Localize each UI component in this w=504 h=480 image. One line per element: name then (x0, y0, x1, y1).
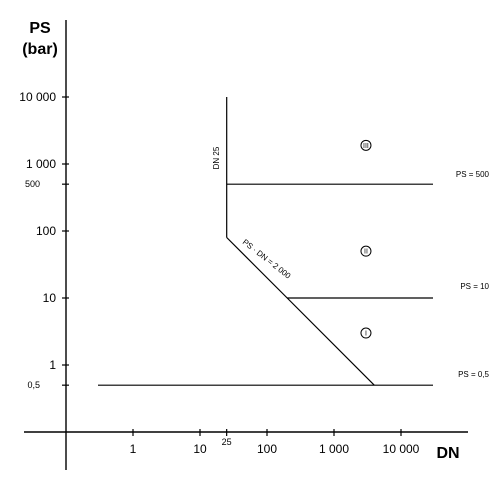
x-tick-label-1000: 1 000 (319, 442, 349, 456)
x-tick-label-25: 25 (222, 437, 232, 447)
curves (98, 97, 433, 386)
y-tick-label-0-5: 0,5 (27, 380, 40, 390)
series-line-1 (226, 237, 375, 386)
y-tick-label-10000: 10 000 (19, 90, 56, 104)
y-tick-label-10: 10 (43, 291, 57, 305)
axes (24, 20, 468, 470)
y-tick-label-100: 100 (36, 224, 56, 238)
labels: 0,5 1 10 100 500 1 000 10 000 1 10 25 100 1 000 10 0… (19, 90, 489, 456)
x-tick-label-100: 100 (257, 442, 277, 456)
y-axis-title: PS (29, 20, 51, 37)
x-tick-label-10000: 10 000 (383, 442, 420, 456)
series-label-0: DN 25 (212, 146, 221, 169)
region-marker-i (360, 327, 372, 339)
region-marker-ii (360, 245, 372, 257)
region-label-iii: III (363, 143, 369, 150)
y-axis-unit: (bar) (22, 41, 58, 58)
x-tick-label-10: 10 (193, 442, 207, 456)
y-tick-label-1000: 1 000 (26, 157, 56, 171)
y-tick-label-500: 500 (25, 179, 40, 189)
region-label-ii: II (364, 249, 368, 256)
series-label-3: PS = 10 (460, 282, 489, 291)
y-tick-label-1: 1 (49, 358, 56, 372)
x-axis-title: DN (436, 445, 459, 462)
ticks (62, 96, 402, 436)
x-tick-label-1: 1 (130, 442, 137, 456)
series-label-2: PS = 500 (456, 170, 490, 179)
series-label-4: PS = 0,5 (458, 370, 489, 379)
region-label-i: I (365, 331, 367, 338)
region-marker-iii (360, 139, 372, 151)
